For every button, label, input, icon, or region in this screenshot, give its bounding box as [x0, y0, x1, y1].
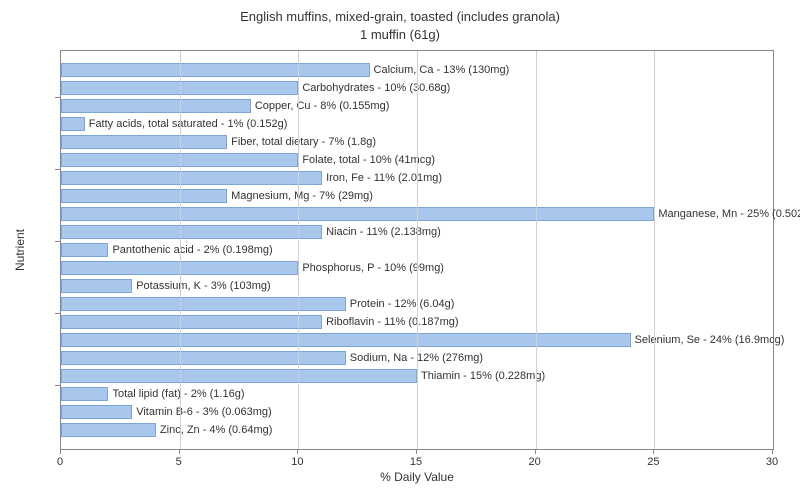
gridline	[536, 51, 537, 449]
x-tick-label: 10	[291, 456, 303, 468]
title-line-1: English muffins, mixed-grain, toasted (i…	[240, 9, 560, 24]
bar-label: Iron, Fe - 11% (2.01mg)	[322, 171, 442, 185]
x-tick-mark	[653, 449, 654, 454]
plot-area: Calcium, Ca - 13% (130mg) Carbohydrates -…	[60, 50, 774, 450]
bar-label: Potassium, K - 3% (103mg)	[132, 279, 271, 293]
bar-label: Fatty acids, total saturated - 1% (0.152…	[85, 117, 288, 131]
bar	[61, 189, 227, 203]
bar	[61, 369, 417, 383]
bar-label: Folate, total - 10% (41mcg)	[298, 153, 435, 167]
bar	[61, 387, 108, 401]
bar-label: Niacin - 11% (2.138mg)	[322, 225, 441, 239]
bar-label: Thiamin - 15% (0.228mg)	[417, 369, 545, 383]
bar	[61, 171, 322, 185]
x-axis-label: % Daily Value	[60, 470, 774, 484]
bar	[61, 225, 322, 239]
bar-label: Total lipid (fat) - 2% (1.16g)	[108, 387, 244, 401]
x-tick-label: 30	[766, 456, 778, 468]
bar	[61, 99, 251, 113]
bar	[61, 243, 108, 257]
bar-label: Manganese, Mn - 25% (0.502mg)	[654, 207, 800, 221]
nutrient-chart: English muffins, mixed-grain, toasted (i…	[0, 0, 800, 500]
bar	[61, 279, 132, 293]
gridline	[298, 51, 299, 449]
bar-label: Copper, Cu - 8% (0.155mg)	[251, 99, 390, 113]
bar-label: Sodium, Na - 12% (276mg)	[346, 351, 483, 365]
x-tick-mark	[179, 449, 180, 454]
x-tick-label: 25	[647, 456, 659, 468]
y-axis-label: Nutrient	[10, 50, 30, 450]
bar	[61, 135, 227, 149]
x-tick-label: 15	[410, 456, 422, 468]
bar-label: Phosphorus, P - 10% (99mg)	[298, 261, 444, 275]
bar-label: Magnesium, Mg - 7% (29mg)	[227, 189, 373, 203]
bar	[61, 351, 346, 365]
x-tick-label: 0	[57, 456, 63, 468]
bar-label: Pantothenic acid - 2% (0.198mg)	[108, 243, 272, 257]
bar-label: Protein - 12% (6.04g)	[346, 297, 455, 311]
chart-title: English muffins, mixed-grain, toasted (i…	[0, 0, 800, 43]
bar	[61, 297, 346, 311]
title-line-2: 1 muffin (61g)	[360, 27, 440, 42]
x-tick-mark	[60, 449, 61, 454]
bar	[61, 63, 370, 77]
y-tick-mark	[55, 385, 61, 386]
gridline	[180, 51, 181, 449]
y-tick-mark	[55, 97, 61, 98]
gridline	[654, 51, 655, 449]
bar-label: Carbohydrates - 10% (30.68g)	[298, 81, 450, 95]
x-tick-label: 20	[529, 456, 541, 468]
bar	[61, 423, 156, 437]
bar-label: Zinc, Zn - 4% (0.64mg)	[156, 423, 272, 437]
bar	[61, 315, 322, 329]
x-tick-mark	[416, 449, 417, 454]
y-tick-mark	[55, 241, 61, 242]
bar	[61, 405, 132, 419]
bar-label: Riboflavin - 11% (0.187mg)	[322, 315, 458, 329]
bar-label: Fiber, total dietary - 7% (1.8g)	[227, 135, 376, 149]
x-tick-mark	[535, 449, 536, 454]
bar	[61, 333, 631, 347]
y-tick-mark	[55, 313, 61, 314]
bar-label: Calcium, Ca - 13% (130mg)	[370, 63, 510, 77]
y-tick-mark	[55, 169, 61, 170]
x-tick-mark	[297, 449, 298, 454]
bar	[61, 207, 654, 221]
x-tick-label: 5	[176, 456, 182, 468]
bar	[61, 117, 85, 131]
x-tick-mark	[772, 449, 773, 454]
bar-label: Vitamin B-6 - 3% (0.063mg)	[132, 405, 272, 419]
gridline	[417, 51, 418, 449]
